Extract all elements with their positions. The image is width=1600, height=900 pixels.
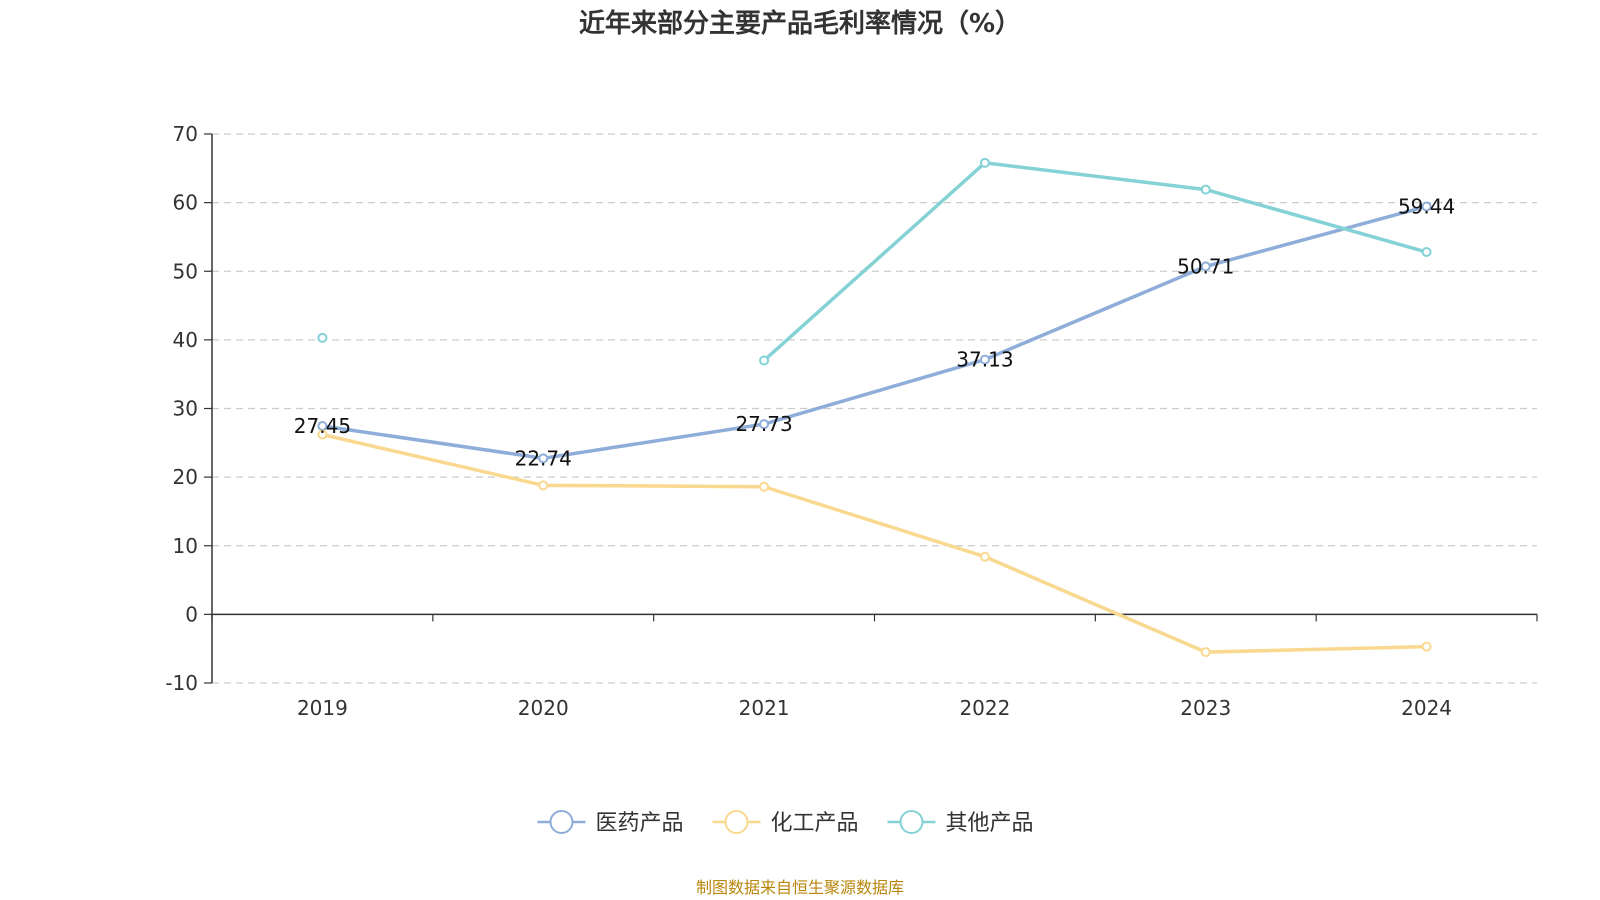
y-tick-label: 60	[173, 191, 198, 215]
series-lines	[317, 157, 1432, 658]
legend-item[interactable]: 其他产品	[887, 810, 1034, 836]
grid-lines	[212, 133, 1537, 684]
data-point[interactable]	[538, 453, 549, 464]
x-tick-label: 2024	[1401, 696, 1452, 720]
data-point[interactable]	[759, 481, 770, 492]
data-point[interactable]	[1200, 184, 1211, 195]
series-2	[317, 429, 1432, 658]
legend-marker	[899, 810, 924, 834]
data-point[interactable]	[1421, 201, 1432, 212]
chart-title: 近年来部分主要产品毛利率情况（%）	[579, 8, 1021, 39]
series-3	[317, 157, 1432, 366]
series-1	[317, 201, 1432, 464]
legend-marker	[724, 810, 749, 834]
data-label: 37.13	[956, 348, 1013, 372]
y-tick-label: 30	[173, 397, 198, 421]
y-tick-label: 10	[173, 534, 198, 558]
legend-label: 化工产品	[771, 811, 859, 836]
legend-marker	[549, 810, 574, 834]
y-tick-label: -10	[165, 671, 198, 695]
data-label: 27.45	[294, 414, 351, 438]
data-label: 59.44	[1398, 194, 1455, 218]
data-point[interactable]	[1200, 261, 1211, 272]
data-label: 22.74	[515, 446, 572, 470]
x-tick-label: 2023	[1180, 696, 1231, 720]
y-tick-label: 70	[173, 122, 198, 146]
series-line	[322, 204, 1428, 461]
data-point[interactable]	[759, 355, 770, 366]
data-point[interactable]	[979, 551, 990, 562]
x-tick-label: 2020	[518, 696, 569, 720]
y-tick-label: 20	[173, 465, 198, 489]
data-point[interactable]	[979, 354, 990, 365]
data-point[interactable]	[759, 419, 770, 430]
data-point[interactable]	[317, 332, 328, 343]
data-point[interactable]	[1200, 647, 1211, 658]
x-tick-label: 2022	[959, 696, 1010, 720]
legend-item[interactable]: 化工产品	[712, 810, 859, 836]
y-tick-label: 0	[185, 602, 198, 626]
series-line	[322, 432, 1427, 654]
data-point[interactable]	[979, 157, 990, 168]
data-labels: 27.45 22.74 27.73 37.13 50.71 59.44	[294, 194, 1455, 470]
data-point[interactable]	[1421, 247, 1432, 258]
legend-label: 医药产品	[596, 811, 684, 836]
legend: 医药产品 化工产品 其他产品	[537, 810, 1034, 836]
x-tick-label: 2021	[739, 696, 790, 720]
data-point[interactable]	[538, 480, 549, 491]
legend-item[interactable]: 医药产品	[537, 810, 684, 836]
x-tick-label: 2019	[297, 696, 348, 720]
data-point[interactable]	[1421, 641, 1432, 652]
y-tick-label: 40	[173, 328, 198, 352]
data-label: 50.71	[1177, 254, 1234, 278]
data-point[interactable]	[317, 429, 328, 440]
legend-label: 其他产品	[946, 811, 1034, 836]
y-tick-label: 50	[173, 259, 198, 283]
data-label: 27.73	[735, 412, 792, 436]
axes: 70 60 50 40 30 20 10 0 -10 2019 2020 2021 2022 2023 20…	[165, 122, 1538, 720]
series-line	[762, 161, 1428, 362]
data-source-note: 制图数据来自恒生聚源数据库	[696, 878, 904, 897]
